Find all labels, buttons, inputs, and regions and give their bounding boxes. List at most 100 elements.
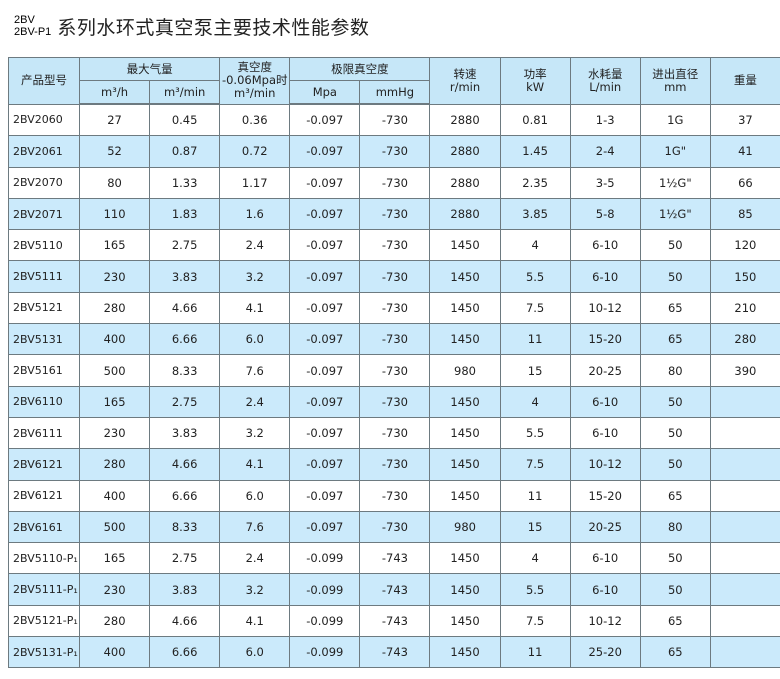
table-cell: 500: [78, 354, 151, 387]
table-cell: 8.33: [149, 510, 221, 544]
table-cell: 50: [639, 260, 711, 293]
table-cell: 400: [78, 323, 151, 356]
header-water: 水耗量 L/min: [569, 57, 641, 105]
table-cell: 280: [709, 323, 780, 356]
table-cell: 15-20: [569, 479, 641, 512]
table-cell: 1G": [639, 135, 711, 168]
table-cell: 210: [709, 291, 780, 325]
table-cell: -730: [359, 229, 431, 262]
table-row: 2BV6161 500 8.33 7.6 -0.097 -730 980 15 20-25 80: [8, 510, 780, 544]
spec-table: 产品型号 最大气量 真空度 -0.06Mpa时 m³/min 极限真空度 转速 r/m…: [8, 57, 780, 669]
table-cell: 2-4: [569, 135, 641, 168]
table-cell: 27: [78, 103, 151, 137]
header-mpa: Mpa: [289, 80, 361, 105]
table-cell: 3.85: [499, 197, 571, 231]
table-cell: [709, 542, 780, 575]
model-cell: 2BV6121: [8, 448, 80, 481]
table-cell: 7.6: [219, 510, 291, 544]
table-cell: 1.83: [149, 197, 221, 231]
table-cell: 1G: [639, 103, 711, 137]
table-cell: 6-10: [569, 416, 641, 450]
table-cell: 6-10: [569, 573, 641, 606]
table-cell: [709, 448, 780, 481]
model-cell: 2BV5131-P₁: [8, 636, 80, 669]
table-cell: [709, 510, 780, 544]
table-cell: -0.099: [289, 573, 361, 606]
header-model: 产品型号: [8, 57, 80, 105]
model-cell: 2BV2071: [8, 197, 80, 231]
table-cell: -743: [359, 573, 431, 606]
table-cell: 4.66: [149, 604, 221, 638]
table-cell: 0.87: [149, 135, 221, 168]
table-cell: 6.66: [149, 636, 221, 669]
table-row: 2BV6110 165 2.75 2.4 -0.097 -730 1450 4 6-10 50: [8, 385, 780, 418]
table-cell: 3.83: [149, 573, 221, 606]
table-cell: 1450: [429, 542, 501, 575]
table-cell: 2.75: [149, 542, 221, 575]
table-cell: 15-20: [569, 323, 641, 356]
table-row: 2BV5121-P₁ 280 4.66 4.1 -0.099 -743 1450 7.5 10-…: [8, 604, 780, 638]
table-cell: -0.097: [289, 135, 361, 168]
table-cell: 25-20: [569, 636, 641, 669]
table-cell: 1450: [429, 229, 501, 262]
table-cell: 1.17: [219, 166, 291, 199]
header-mmhg: mmHg: [359, 80, 431, 105]
table-cell: 0.72: [219, 135, 291, 168]
table-cell: 1.45: [499, 135, 571, 168]
table-cell: 1-3: [569, 103, 641, 137]
table-cell: [709, 636, 780, 669]
table-cell: 2880: [429, 103, 501, 137]
table-cell: -730: [359, 135, 431, 168]
title-prefix: 2BV 2BV-P1: [14, 14, 51, 38]
table-cell: 65: [639, 636, 711, 669]
table-cell: 5.5: [499, 260, 571, 293]
table-cell: 2.4: [219, 229, 291, 262]
header-speed: 转速 r/min: [429, 57, 501, 105]
table-cell: 980: [429, 354, 501, 387]
table-cell: -730: [359, 448, 431, 481]
model-cell: 2BV2070: [8, 166, 80, 199]
table-cell: 15: [499, 354, 571, 387]
table-cell: 1450: [429, 260, 501, 293]
table-cell: 7.5: [499, 291, 571, 325]
table-cell: 3.83: [149, 416, 221, 450]
table-cell: 980: [429, 510, 501, 544]
table-cell: 6-10: [569, 542, 641, 575]
table-row: 2BV5111-P₁ 230 3.83 3.2 -0.099 -743 1450 5.5 6-1…: [8, 573, 780, 606]
table-row: 2BV5110-P₁ 165 2.75 2.4 -0.099 -743 1450 4 6-10 5…: [8, 542, 780, 575]
table-cell: -743: [359, 636, 431, 669]
table-cell: 2.35: [499, 166, 571, 199]
table-cell: 110: [78, 197, 151, 231]
model-cell: 2BV5121-P₁: [8, 604, 80, 638]
table-cell: 2880: [429, 197, 501, 231]
table-cell: -0.097: [289, 323, 361, 356]
title-prefix-top: 2BV: [14, 14, 35, 26]
table-cell: -730: [359, 260, 431, 293]
table-cell: -0.097: [289, 385, 361, 418]
model-cell: 2BV6110: [8, 385, 80, 418]
table-cell: 10-12: [569, 291, 641, 325]
header-diameter: 进出直径 mm: [639, 57, 711, 105]
table-cell: 50: [639, 448, 711, 481]
table-cell: 2.75: [149, 229, 221, 262]
table-cell: 4.1: [219, 604, 291, 638]
model-cell: 2BV2060: [8, 103, 80, 137]
table-cell: -0.097: [289, 510, 361, 544]
table-cell: -743: [359, 604, 431, 638]
table-row: 2BV5121 280 4.66 4.1 -0.097 -730 1450 7.5 10-12 6…: [8, 291, 780, 325]
table-cell: 50: [639, 542, 711, 575]
table-cell: -0.099: [289, 542, 361, 575]
table-cell: 1450: [429, 291, 501, 325]
table-cell: 2.75: [149, 385, 221, 418]
model-cell: 2BV5110-P₁: [8, 542, 80, 575]
table-cell: 390: [709, 354, 780, 387]
model-cell: 2BV6121: [8, 479, 80, 512]
table-cell: 6.66: [149, 323, 221, 356]
table-cell: 80: [639, 510, 711, 544]
page-title: 2BV 2BV-P1 系列水环式真空泵主要技术性能参数: [14, 6, 369, 46]
table-cell: 5.5: [499, 416, 571, 450]
table-row: 2BV5111 230 3.83 3.2 -0.097 -730 1450 5.5 6-10 50…: [8, 260, 780, 293]
table-cell: 6-10: [569, 385, 641, 418]
model-cell: 2BV6111: [8, 416, 80, 450]
table-cell: 230: [78, 573, 151, 606]
